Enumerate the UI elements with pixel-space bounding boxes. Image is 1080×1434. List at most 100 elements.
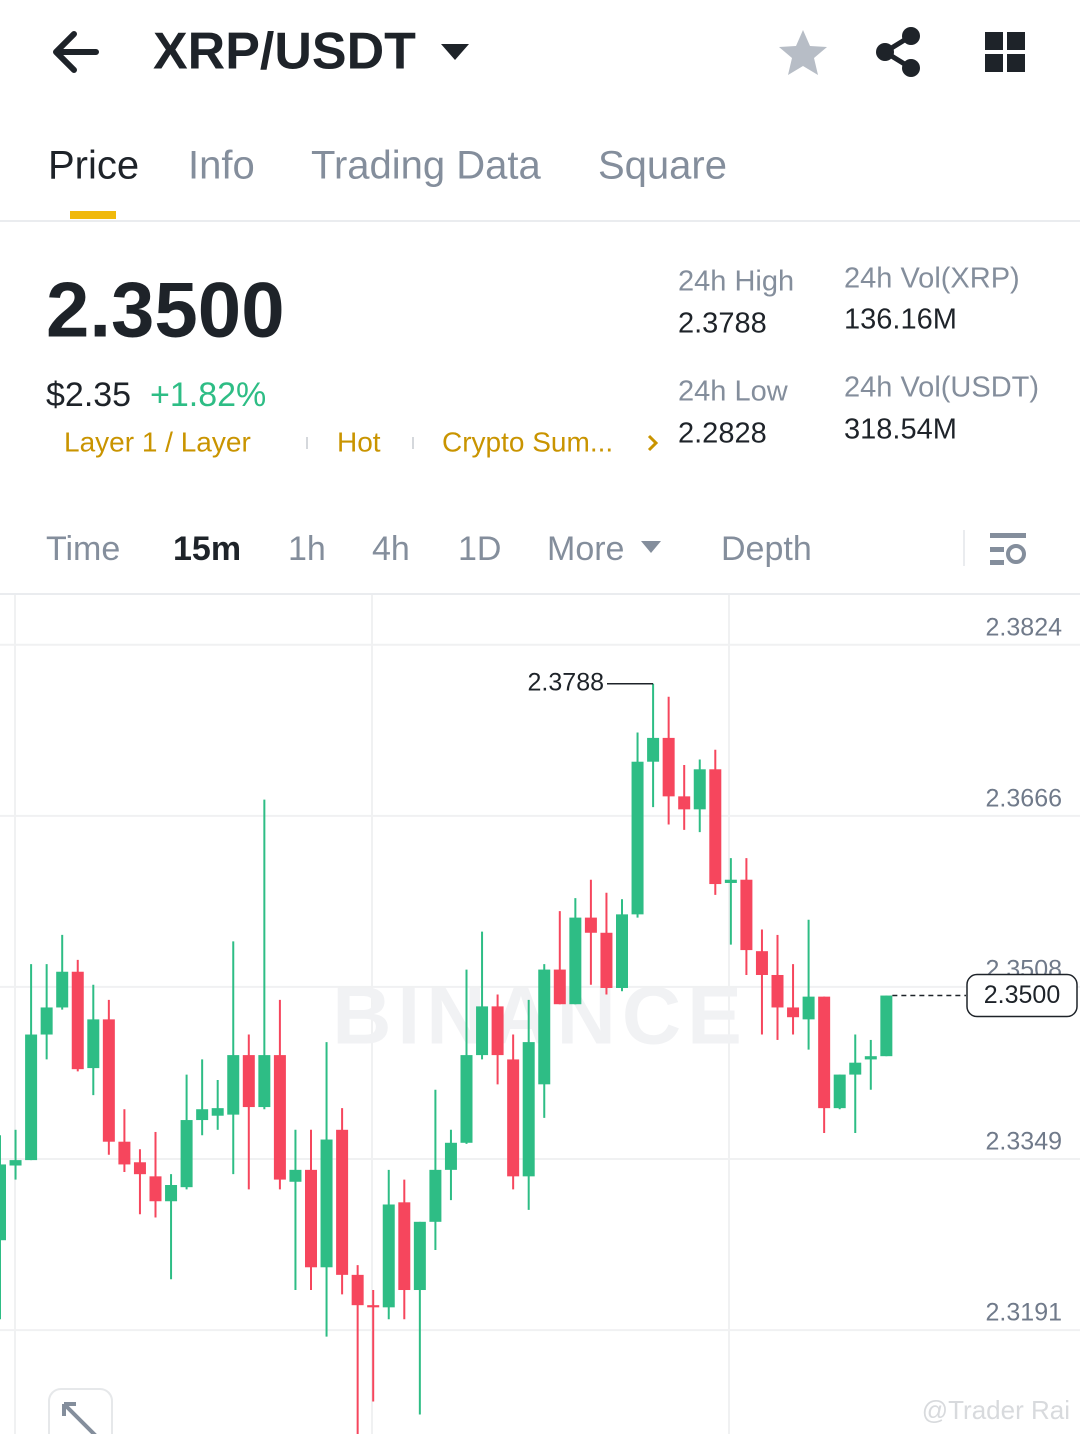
interval[interactable]: More: [547, 530, 624, 568]
share-dot: [902, 59, 920, 77]
candle-body: [40, 1007, 53, 1035]
interval[interactable]: 15m: [173, 530, 241, 568]
settings-bar: [990, 547, 1004, 552]
tab[interactable]: Price: [48, 144, 139, 188]
last-price-box: [966, 973, 1078, 1018]
candle-body: [584, 917, 597, 933]
settings-bar: [990, 533, 1026, 538]
candle-body: [336, 1129, 349, 1275]
last-price-label: 2.3500: [984, 981, 1060, 1009]
candle-body: [818, 996, 831, 1109]
candle-body: [367, 1305, 380, 1308]
candle-body: [165, 1185, 178, 1202]
favorite-icon[interactable]: [779, 30, 827, 75]
settings-bar: [990, 560, 1004, 565]
candle-body: [258, 1055, 271, 1108]
share-dot: [876, 43, 894, 61]
y-tick-label: 2.3349: [986, 1128, 1062, 1156]
candle-body: [9, 1160, 22, 1166]
candle-body: [429, 1169, 442, 1222]
candle-body: [538, 969, 551, 1085]
candle-body: [864, 1056, 877, 1060]
back-button[interactable]: [53, 31, 99, 73]
interval[interactable]: Time: [46, 530, 120, 568]
candle-body: [25, 1034, 38, 1161]
y-tick-label: 2.3666: [986, 784, 1062, 812]
share-dot: [902, 27, 920, 45]
apps-cell: [985, 54, 1003, 72]
stat-label: 24h High: [678, 266, 794, 298]
candle-body: [351, 1274, 364, 1306]
tags-more[interactable]: [647, 434, 659, 452]
tag[interactable]: Crypto Sum...: [442, 426, 613, 457]
candle-body: [771, 974, 784, 1008]
candle-body: [227, 1055, 240, 1115]
candle-body: [833, 1074, 846, 1109]
interval[interactable]: 1h: [288, 530, 326, 568]
chart-watermark: BINANCE: [332, 971, 748, 1062]
candle-body: [740, 879, 753, 951]
stat-value: 2.2828: [678, 418, 767, 450]
candle-body: [0, 1164, 6, 1241]
candle-body: [553, 969, 566, 1005]
candle-body: [724, 879, 737, 883]
apps-cell: [1007, 32, 1025, 50]
candle-body: [71, 971, 84, 1070]
back-arrow: [53, 31, 99, 73]
candle-body: [849, 1062, 862, 1075]
candle-body: [787, 1007, 800, 1018]
tag[interactable]: Hot: [337, 426, 381, 457]
candle-body: [491, 1006, 504, 1056]
candle-body: [102, 1019, 115, 1142]
candle-body: [880, 995, 893, 1057]
candle-body: [273, 1055, 286, 1180]
candle-body: [56, 971, 69, 1008]
tab[interactable]: Info: [188, 144, 255, 188]
interval[interactable]: 1D: [458, 530, 501, 568]
candle-body: [180, 1120, 193, 1188]
apps-cell: [985, 32, 1003, 50]
candle-body: [460, 1055, 473, 1143]
expand-button[interactable]: [48, 1388, 113, 1434]
settings-circle: [1006, 544, 1026, 564]
stat-value: 2.3788: [678, 308, 767, 340]
apps-cell: [1007, 54, 1025, 72]
tag[interactable]: Layer 1 / Layer: [64, 426, 251, 457]
pair-dropdown[interactable]: [441, 44, 469, 60]
candle-body: [678, 796, 691, 810]
candle-body: [647, 737, 660, 762]
candle-body: [662, 737, 675, 797]
stat-label: 24h Low: [678, 376, 789, 408]
max-label: 2.3788: [528, 668, 604, 696]
chart-settings[interactable]: [990, 533, 1026, 565]
candle-body: [522, 1042, 535, 1177]
candle-body: [616, 914, 628, 988]
interval[interactable]: Depth: [721, 530, 812, 568]
tab[interactable]: Trading Data: [311, 144, 542, 188]
apps-icon[interactable]: [985, 32, 1025, 72]
candle-body: [305, 1169, 317, 1268]
candle-body: [569, 917, 582, 1005]
more-dropdown[interactable]: [641, 541, 661, 553]
expand-icon: [62, 1402, 97, 1434]
pair-title[interactable]: XRP/USDT: [153, 23, 416, 81]
interval[interactable]: 4h: [372, 530, 410, 568]
candle-body: [320, 1139, 333, 1268]
candle-body: [382, 1204, 395, 1308]
candle-body: [289, 1169, 302, 1182]
candle-body: [413, 1221, 426, 1291]
share-icon[interactable]: [876, 27, 920, 77]
candle-body: [693, 769, 706, 810]
candle-body: [476, 1006, 489, 1056]
candle-body: [507, 1059, 520, 1177]
candlestick-chart: 2.38242.36662.35082.33492.31912.37882.35…: [0, 613, 1080, 1434]
stat-value: 318.54M: [844, 414, 957, 446]
candle-body: [631, 761, 644, 915]
tab[interactable]: Square: [598, 144, 727, 188]
candle-body: [87, 1019, 100, 1069]
candle-body: [398, 1202, 411, 1291]
candle-body: [755, 951, 768, 975]
tab-indicator: [70, 211, 116, 219]
candle-body: [444, 1142, 457, 1170]
